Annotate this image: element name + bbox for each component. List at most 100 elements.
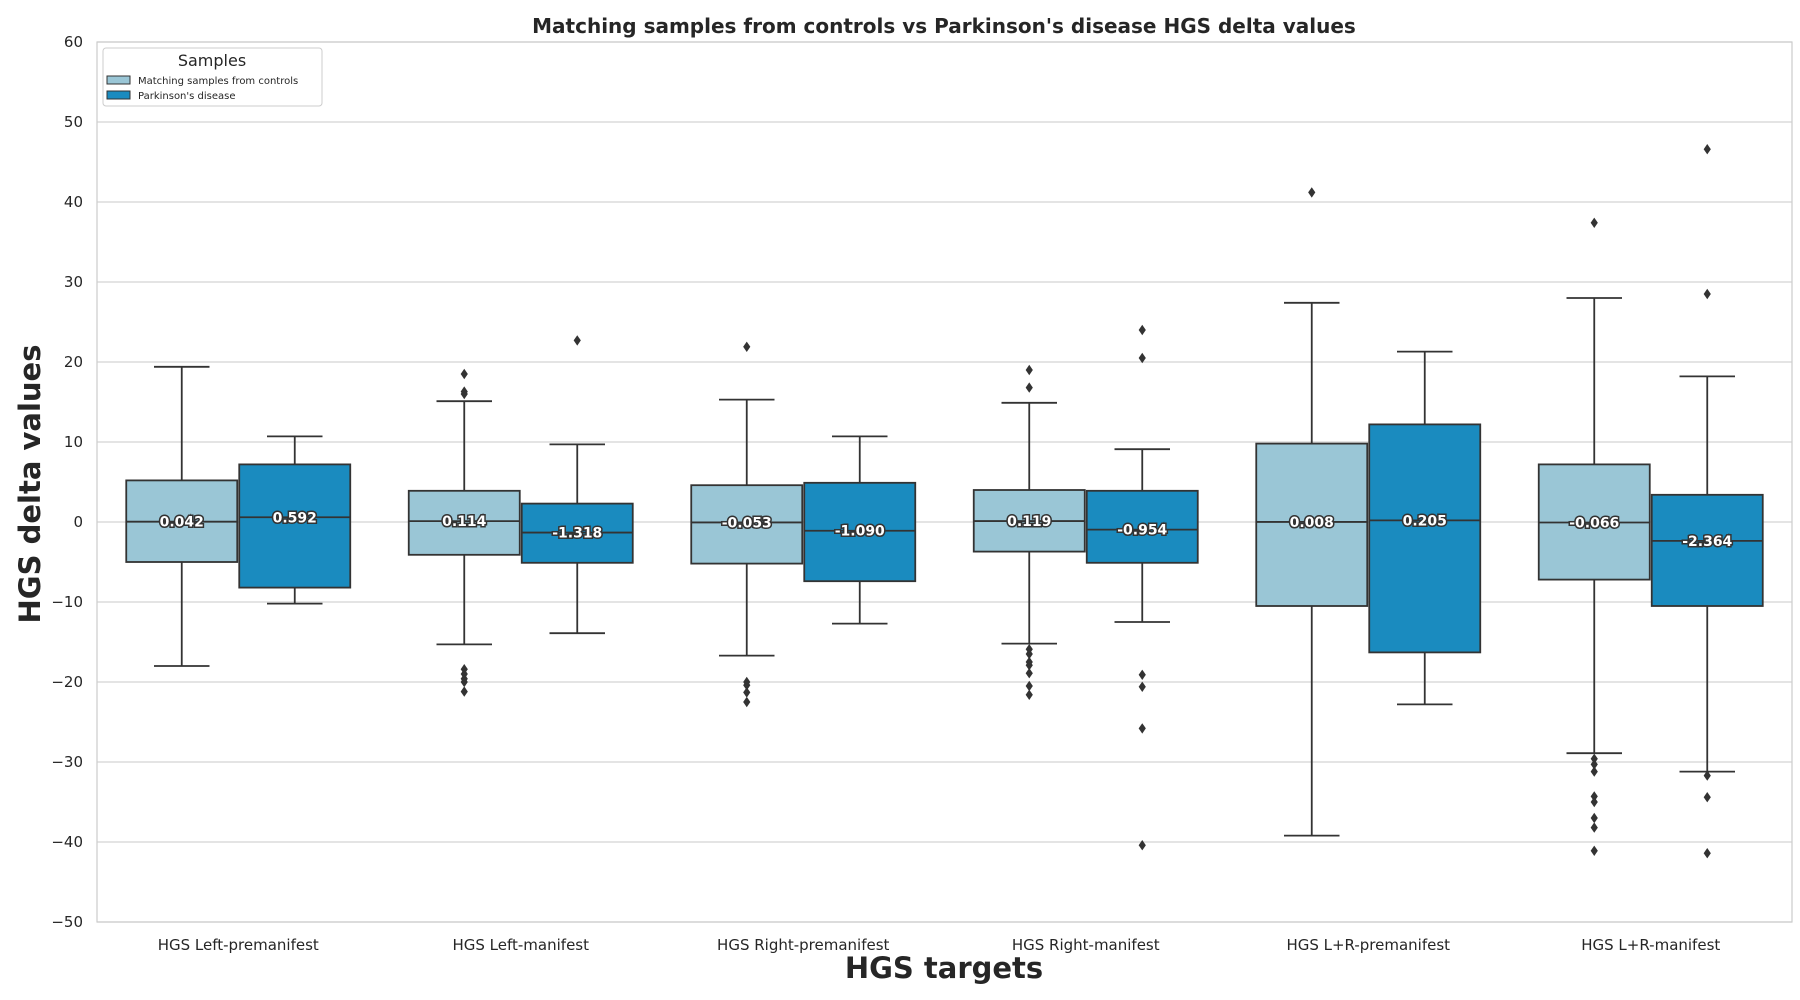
box-group: -0.066 [1537,217,1651,856]
iqr-box [238,463,352,589]
outlier-point [743,341,751,352]
median-value-label: -0.954 [1117,523,1167,539]
box-group: -2.364 [1650,144,1764,859]
outlier-point [460,676,468,688]
median-value-label: 0.042 [160,515,204,531]
y-tick-label: 20 [64,353,83,371]
x-tick-label: HGS Left-premanifest [158,936,319,954]
outlier-point [1138,723,1146,734]
outlier-point [1138,681,1146,692]
outlier-point [1590,822,1598,833]
outlier-point [743,680,751,691]
y-tick-label: 10 [64,433,83,451]
outlier-point [1590,217,1598,228]
box-group: 0.119 [972,364,1086,700]
median-value-label: 0.205 [1403,513,1447,529]
iqr-box [1368,423,1482,654]
x-tick-label: HGS Right-premanifest [717,936,889,954]
outlier-point [573,335,581,346]
y-tick-label: −30 [51,753,83,771]
y-tick-labels: −50 −40 −30 −20 −10 0 10 20 30 40 50 60 [51,33,83,931]
box-group: 0.205 [1368,350,1482,706]
y-tick-label: 0 [73,513,83,531]
outlier-point [1138,352,1146,364]
y-tick-label: −20 [51,673,83,691]
outlier-point [1025,668,1033,679]
iqr-box [1255,442,1369,607]
x-tick-label: HGS Right-manifest [1012,936,1160,954]
x-tick-label: HGS L+R-manifest [1581,936,1720,954]
box-group: 0.042 [125,365,239,667]
box-group: -1.318 [520,335,634,635]
iqr-box [407,489,521,556]
x-axis-title: HGS targets [845,951,1043,985]
outlier-point [460,388,468,400]
outlier-point [743,687,751,698]
outlier-point [1025,660,1033,671]
outlier-point [1138,840,1146,851]
box-group: 0.114 [407,368,521,697]
outlier-point [1138,324,1146,336]
plot-frame [96,41,1793,923]
outlier-point [1590,845,1598,856]
median-value-label: 0.114 [442,514,487,530]
box-group: 0.592 [238,435,352,605]
outlier-point [1025,689,1033,700]
outlier-point [460,368,468,380]
y-tick-label: −10 [51,593,83,611]
legend-frame [102,47,323,107]
outlier-point [1703,848,1711,859]
iqr-box [690,484,804,565]
iqr-box [1650,493,1764,607]
y-axis-title: HGS delta values [13,345,47,624]
chart-title: Matching samples from controls vs Parkin… [532,14,1356,38]
outlier-point [1025,680,1033,692]
median-value-label: 0.119 [1007,514,1051,530]
legend-title: Samples [178,51,246,70]
median-value-label: -1.318 [552,526,602,542]
outlier-point [1590,753,1598,764]
box-group: -0.954 [1085,324,1199,851]
x-tick-label: HGS Left-manifest [452,936,589,954]
y-tick-label: −50 [51,913,83,931]
box-groups: 0.042 0.114 -0.053 0.119 0.008 -0.066 0.592 -1.… [125,144,1764,859]
outlier-point [1308,187,1316,198]
outlier-point [1703,288,1711,300]
outlier-point [1703,770,1711,781]
y-tick-label: 60 [64,33,83,51]
y-gridlines [97,41,1792,923]
y-tick-label: 50 [64,113,83,131]
outlier-point [1025,648,1033,660]
outlier-point [1590,766,1598,777]
y-tick-label: 30 [64,273,83,291]
median-value-label: -1.090 [835,524,885,540]
box-group: -1.090 [803,435,917,625]
outlier-point [1590,812,1598,824]
outlier-point [1703,792,1711,803]
outlier-point [743,696,751,708]
outlier-point [460,686,468,697]
legend: Samples Matching samples from controls P… [102,47,323,107]
median-value-label: -2.364 [1682,534,1732,550]
x-tick-label: HGS L+R-premanifest [1286,936,1450,954]
y-tick-label: 40 [64,193,83,211]
outlier-point [1590,759,1598,770]
outlier-point [1703,144,1711,155]
legend-swatch-controls [106,75,131,85]
outlier-point [1590,796,1598,808]
median-value-label: -0.053 [722,515,772,531]
outlier-point [1025,382,1033,393]
median-value-label: 0.008 [1290,515,1334,531]
iqr-box [1085,489,1199,564]
median-value-label: 0.592 [273,510,317,526]
x-tick-labels: HGS Left-premanifest HGS Left-manifest HGS… [158,936,1721,954]
legend-label-controls: Matching samples from controls [138,76,298,87]
outlier-point [1025,364,1033,376]
legend-label-parkinsons: Parkinson's disease [138,91,236,102]
legend-swatch-parkinsons [106,90,131,100]
median-value-label: -0.066 [1569,516,1619,532]
box-group: -0.053 [690,341,804,708]
y-tick-label: −40 [51,833,83,851]
iqr-box [803,481,917,583]
